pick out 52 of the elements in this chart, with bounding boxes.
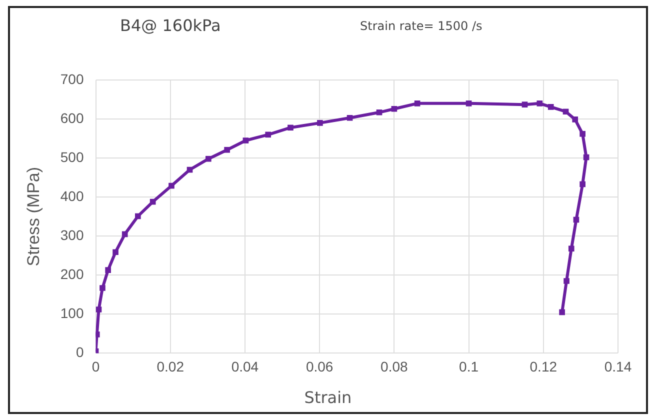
chart-title: B4@ 160kPa — [120, 16, 221, 35]
point — [242, 138, 249, 144]
point — [150, 198, 156, 205]
point — [522, 102, 528, 108]
x-tick-label: 0.14 — [604, 358, 632, 374]
point — [96, 306, 102, 312]
x-tick-label: 0.12 — [530, 358, 558, 374]
point — [564, 278, 570, 284]
point — [573, 216, 580, 223]
point — [317, 120, 323, 126]
point — [580, 181, 586, 188]
y-tick-label: 400 — [60, 188, 84, 204]
chart-subtitle: Strain rate= 1500 /s — [360, 19, 482, 33]
point — [391, 106, 398, 112]
point — [562, 108, 569, 115]
x-tick-label: 0.08 — [380, 358, 408, 374]
y-tick-label: 600 — [60, 110, 84, 126]
point — [568, 246, 574, 252]
point — [414, 100, 420, 106]
point — [572, 116, 578, 122]
point — [583, 154, 590, 160]
point — [206, 156, 212, 162]
y-tick-label: 0 — [76, 344, 84, 360]
point — [548, 104, 554, 110]
point — [112, 249, 118, 256]
point — [559, 309, 565, 316]
point — [186, 166, 193, 173]
x-tick-label: 0.02 — [156, 358, 184, 374]
point — [536, 100, 543, 106]
point — [288, 124, 294, 131]
y-tick-label: 500 — [60, 148, 84, 165]
point — [466, 100, 472, 106]
point — [105, 267, 111, 273]
point — [580, 130, 586, 137]
point — [224, 146, 230, 153]
point — [122, 231, 128, 238]
x-tick-label: 0 — [92, 358, 100, 374]
x-tick-label: 0.1 — [459, 358, 479, 374]
y-tick-label: 100 — [60, 305, 84, 322]
point — [134, 213, 141, 220]
x-tick-label: 0.06 — [306, 358, 334, 374]
y-tick-label: 700 — [60, 70, 84, 87]
point — [346, 114, 353, 121]
point — [376, 109, 382, 116]
point — [100, 285, 106, 291]
x-tick-label: 0.04 — [231, 358, 259, 374]
y-tick-label: 300 — [60, 226, 84, 243]
point — [265, 132, 272, 138]
y-axis-title: Stress (MPa) — [24, 167, 43, 266]
x-axis-title: Strain — [303, 388, 353, 407]
point — [168, 182, 174, 189]
y-tick-label: 200 — [60, 266, 84, 282]
